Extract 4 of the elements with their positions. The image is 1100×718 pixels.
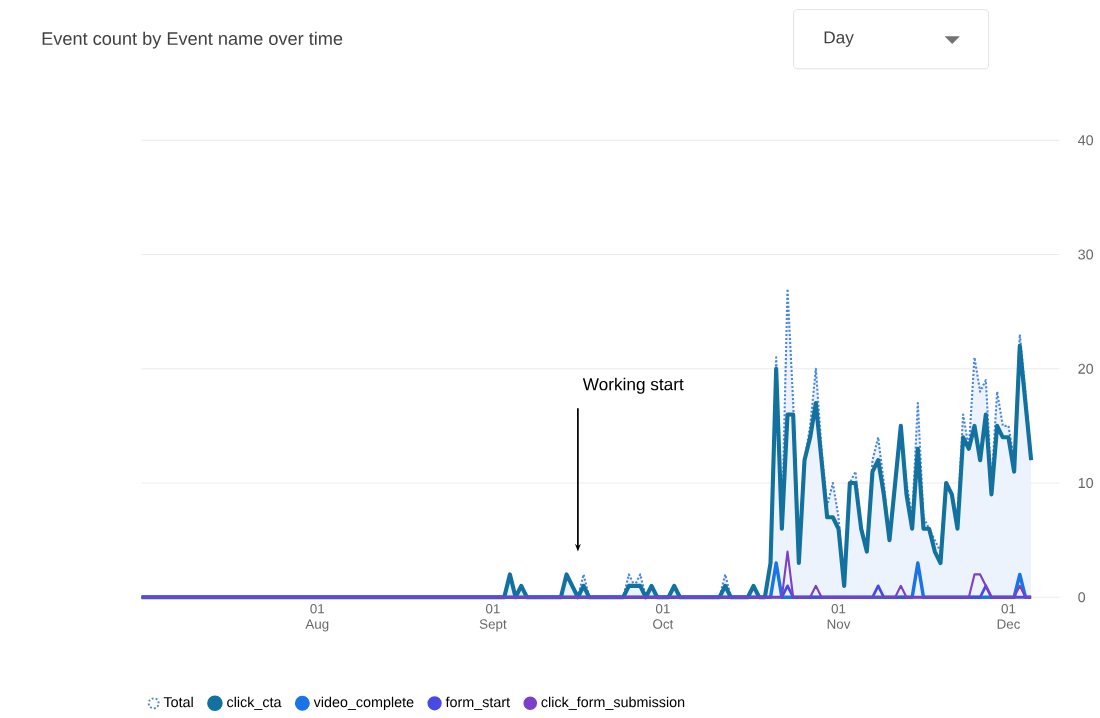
text: Day — [824, 31, 854, 48]
annotation: Working start — [582, 377, 684, 394]
line-series — [140, 550, 1033, 599]
chart-title: Event count by Event name over time — [42, 31, 343, 49]
